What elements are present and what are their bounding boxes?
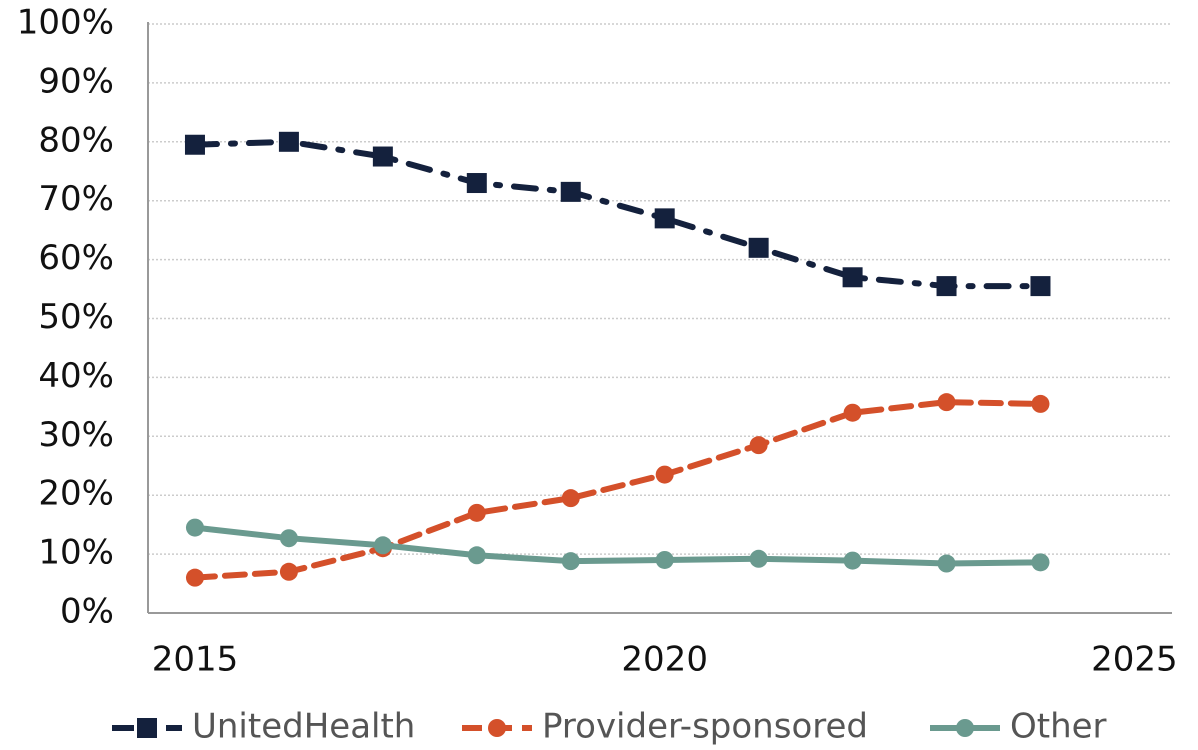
series-line <box>191 524 1044 567</box>
data-point <box>278 131 299 152</box>
data-point <box>1031 553 1050 572</box>
legend-label: Provider-sponsored <box>542 707 868 747</box>
data-point <box>842 267 863 288</box>
data-point <box>279 562 298 581</box>
data-point <box>279 529 298 548</box>
data-point <box>937 554 956 573</box>
series-line <box>191 138 1044 290</box>
legend-label: UnitedHealth <box>192 707 415 747</box>
data-point <box>749 436 768 455</box>
y-tick-label: 0% <box>60 592 114 632</box>
data-point <box>467 546 486 565</box>
y-tick-label: 20% <box>38 474 114 514</box>
data-point <box>560 181 581 202</box>
data-point <box>654 208 675 229</box>
legend-label: Other <box>1010 707 1107 747</box>
legend-marker <box>488 719 506 737</box>
y-tick-label: 30% <box>38 415 114 455</box>
y-tick-label: 60% <box>38 238 114 278</box>
data-point <box>185 568 204 587</box>
data-point <box>843 403 862 422</box>
y-tick-label: 50% <box>38 297 114 337</box>
data-point <box>936 276 957 297</box>
data-point <box>467 503 486 522</box>
data-point <box>655 550 674 569</box>
legend-marker <box>956 719 974 737</box>
y-tick-label: 70% <box>38 179 114 219</box>
y-tick-label: 90% <box>38 61 114 101</box>
data-point <box>373 536 392 555</box>
series-line <box>191 399 1044 581</box>
data-point <box>561 489 580 508</box>
y-tick-label: 100% <box>17 3 114 43</box>
y-tick-label: 80% <box>38 120 114 160</box>
data-point <box>1031 394 1050 413</box>
x-tick-label: 2025 <box>1091 640 1178 680</box>
data-point <box>748 237 769 258</box>
data-point <box>749 549 768 568</box>
data-point <box>843 551 862 570</box>
legend-marker <box>137 718 157 738</box>
data-point <box>655 465 674 484</box>
x-tick-label: 2015 <box>152 640 239 680</box>
data-point <box>466 173 487 194</box>
data-point <box>185 518 204 537</box>
data-point <box>372 146 393 167</box>
y-tick-label: 40% <box>38 356 114 396</box>
data-point <box>1030 276 1051 297</box>
data-point <box>561 552 580 571</box>
data-point <box>184 134 205 155</box>
x-tick-label: 2020 <box>621 640 708 680</box>
y-tick-label: 10% <box>38 533 114 573</box>
data-point <box>937 393 956 412</box>
